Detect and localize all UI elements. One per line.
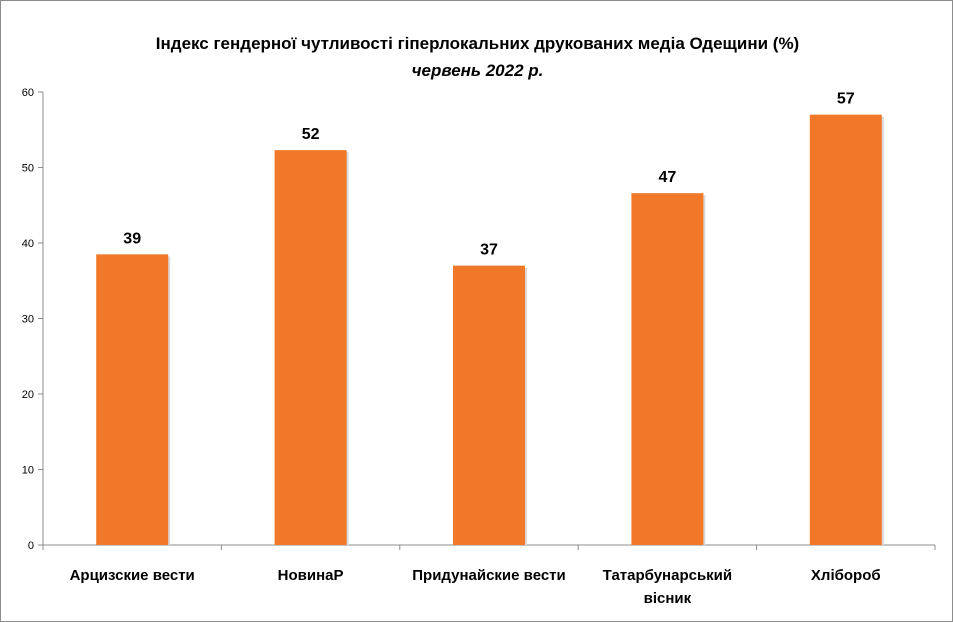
y-tick-label: 40 — [22, 238, 34, 250]
bars — [96, 114, 884, 546]
bar — [96, 254, 169, 545]
data-label: 37 — [480, 242, 498, 259]
y-tick-label: 50 — [22, 163, 34, 175]
category-label: НовинаР — [278, 567, 344, 584]
bar — [809, 114, 882, 546]
bar — [453, 265, 525, 545]
bar — [631, 193, 704, 546]
y-tick-label: 0 — [28, 540, 34, 552]
category-label: Татарбунарський вісник — [603, 567, 732, 607]
category-label: Арцизские вести — [70, 567, 195, 584]
data-label: 57 — [837, 91, 855, 108]
data-label: 52 — [302, 126, 320, 143]
data-label: 47 — [659, 169, 677, 186]
labels: 39 Арцизские вести 52 НовинаР 37 Придунайские… — [70, 91, 881, 607]
bar — [274, 150, 347, 545]
y-tick-label: 30 — [22, 314, 34, 326]
chart-subtitle: червень 2022 р. — [411, 61, 544, 80]
y-tick-label: 10 — [22, 465, 34, 477]
y-tick-label: 20 — [22, 389, 34, 401]
data-label: 39 — [123, 230, 141, 247]
chart-title: Індекс гендерної чутливості гіперлокальн… — [155, 34, 800, 53]
category-label: Хлібороб — [811, 567, 881, 584]
category-label: Придунайские вести — [412, 567, 566, 584]
y-tick-label: 60 — [22, 87, 34, 99]
